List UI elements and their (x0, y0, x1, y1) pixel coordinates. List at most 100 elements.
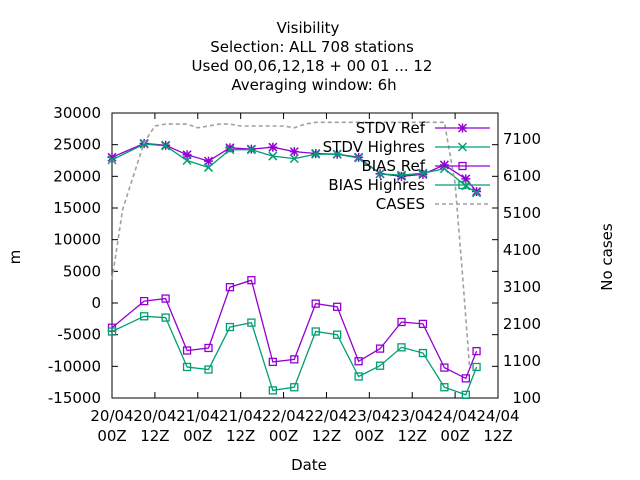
data-point (225, 145, 235, 155)
legend-entry: STDV Highres (323, 138, 490, 156)
data-point (461, 374, 470, 383)
data-point (268, 386, 277, 395)
data-point (397, 317, 406, 327)
marker-stroke (418, 168, 428, 178)
data-point (396, 171, 407, 181)
marker-stroke (203, 162, 214, 172)
marker-stroke (225, 145, 235, 155)
y-tick-label: -10000 (48, 357, 101, 375)
marker-stroke (107, 155, 117, 165)
x-tick-label-hour: 00Z (97, 427, 126, 445)
series-bias-ref (107, 276, 481, 383)
y-tick-label: -15000 (48, 389, 101, 407)
y-tick-label: -5000 (57, 326, 101, 344)
data-point (332, 149, 342, 159)
data-point (354, 372, 363, 381)
x-tick-label-hour: 12Z (483, 427, 512, 445)
x-tick-label-date: 22/04 (305, 407, 348, 425)
data-point (333, 330, 342, 339)
x-tick-label-date: 24/04 (476, 407, 519, 425)
series-line (111, 143, 477, 194)
y2-tick-label: 6100 (503, 167, 541, 185)
y2-tick-label: 100 (512, 389, 541, 407)
y2-tick-label: 5100 (503, 204, 541, 222)
series-bias-highres (107, 312, 481, 399)
data-point (354, 357, 363, 366)
x-tick-label-date: 24/04 (433, 407, 476, 425)
data-point (375, 344, 385, 353)
x-tick-label-hour: 00Z (269, 427, 298, 445)
data-point (375, 169, 385, 179)
marker-stroke (289, 154, 299, 164)
y-tick-label: 10000 (53, 231, 101, 249)
data-point (246, 145, 256, 155)
data-point (107, 327, 117, 336)
marker-stroke (268, 151, 278, 161)
legend-entry: CASES (376, 195, 490, 213)
y-tick-label: 20000 (53, 167, 101, 185)
marker-stroke (246, 145, 256, 155)
data-point (458, 180, 467, 190)
data-point (268, 151, 278, 161)
plot-frame (111, 112, 499, 399)
y2-tick-label: 2100 (503, 315, 541, 333)
legend-label: CASES (376, 195, 425, 213)
data-point (161, 294, 170, 303)
series-line (111, 315, 478, 396)
y-tick-label: 5000 (63, 262, 101, 280)
data-point (107, 155, 117, 165)
title-line-4: Averaging window: 6h (231, 76, 396, 94)
data-point (418, 168, 428, 178)
chart-title: Visibility Selection: ALL 708 stations U… (192, 19, 433, 94)
data-point (182, 362, 192, 372)
data-point (247, 276, 256, 285)
x-tick-label-hour: 12Z (398, 427, 427, 445)
data-point (375, 361, 385, 370)
data-point (472, 362, 481, 372)
data-point (440, 363, 449, 372)
x-tick-label-hour: 12Z (312, 427, 341, 445)
data-point (225, 283, 235, 292)
data-point (354, 153, 364, 163)
legend-entry: BIAS Ref (361, 157, 490, 175)
data-point (461, 390, 470, 399)
marker-stroke (311, 149, 321, 159)
x-tick-label-hour: 12Z (226, 427, 255, 445)
data-point (418, 319, 428, 329)
y2-tick-label: 4100 (503, 241, 541, 259)
marker-stroke (139, 139, 149, 149)
data-point (311, 149, 321, 159)
y2-tick-label: 7100 (503, 130, 541, 148)
data-point (140, 312, 149, 321)
y2-tick-label: 3100 (503, 278, 541, 296)
data-point (457, 142, 468, 152)
x-axis-label: Date (291, 456, 327, 474)
data-point (290, 355, 299, 364)
data-point (161, 141, 171, 151)
x-tick-label-hour: 12Z (140, 427, 169, 445)
x-tick-label-date: 23/04 (348, 407, 391, 425)
data-point (333, 302, 342, 311)
x-tick-label-hour: 00Z (183, 427, 212, 445)
title-line-2: Selection: ALL 708 stations (210, 38, 414, 56)
data-point (440, 383, 449, 392)
data-point (311, 299, 320, 308)
x-tick-label-hour: 00Z (440, 427, 469, 445)
data-point (140, 296, 149, 306)
data-point (225, 143, 235, 153)
series-line (111, 279, 478, 380)
data-point (268, 357, 277, 367)
marker-stroke (161, 141, 171, 151)
data-point (290, 383, 299, 392)
data-point (204, 343, 213, 353)
legend-label: STDV Ref (356, 119, 426, 137)
marker-stroke (182, 155, 192, 166)
data-point (289, 147, 299, 157)
data-point (289, 154, 299, 164)
plot-area (107, 121, 482, 399)
data-point (225, 322, 235, 332)
x-tick-label-date: 20/04 (90, 407, 133, 425)
marker-stroke (396, 170, 407, 180)
data-point (182, 155, 192, 166)
